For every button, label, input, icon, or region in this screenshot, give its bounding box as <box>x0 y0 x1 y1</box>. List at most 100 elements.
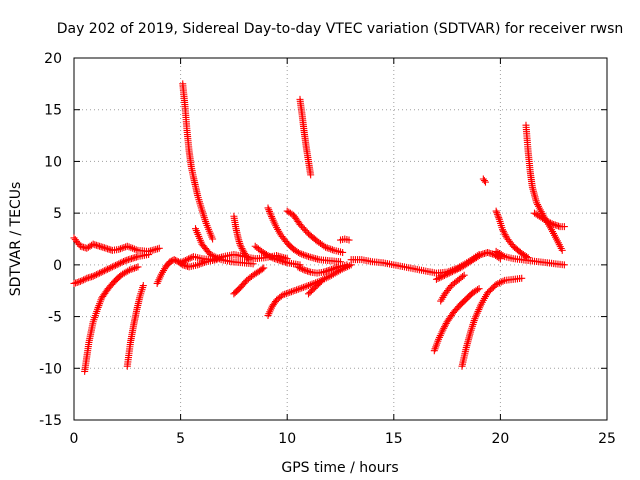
data-point <box>282 290 290 298</box>
data-point <box>178 258 186 266</box>
data-point <box>494 280 502 288</box>
series-arc-28 <box>531 209 568 231</box>
y-tick-label: 20 <box>44 51 62 67</box>
data-point <box>102 266 110 274</box>
data-point <box>107 264 115 272</box>
series-arc-20 <box>430 285 483 355</box>
data-point <box>267 253 275 261</box>
data-point <box>492 207 500 215</box>
x-tick-label: 25 <box>598 431 616 447</box>
data-point <box>452 266 460 274</box>
data-point <box>447 268 455 276</box>
data-point <box>244 254 252 262</box>
y-tick-label: 10 <box>44 154 62 170</box>
data-point <box>118 244 126 252</box>
series-arc-21 <box>458 274 526 370</box>
data-point <box>535 204 543 212</box>
x-axis-ticks: 0 5 10 15 20 25 <box>70 58 616 447</box>
data-point <box>286 288 294 296</box>
data-point <box>131 264 139 272</box>
data-point <box>279 291 287 299</box>
data-point <box>269 254 277 262</box>
data-point <box>236 241 244 249</box>
data-point <box>105 264 113 272</box>
data-point <box>120 257 128 265</box>
data-point <box>245 256 253 264</box>
data-point <box>208 251 216 259</box>
data-point <box>112 261 120 269</box>
series-arc-9 <box>230 212 253 264</box>
data-point <box>326 272 334 280</box>
data-point <box>177 259 185 267</box>
data-point <box>124 267 132 275</box>
data-point <box>291 287 299 295</box>
data-point <box>294 248 302 256</box>
data-point <box>115 260 123 268</box>
data-point <box>453 265 461 273</box>
series-arc-1 <box>70 234 163 255</box>
data-point <box>139 282 147 290</box>
data-point <box>129 265 137 273</box>
data-point <box>328 246 336 254</box>
data-point <box>436 274 444 282</box>
data-point <box>301 283 309 291</box>
series-arc-26 <box>492 247 568 269</box>
y-tick-label: 0 <box>53 258 62 274</box>
data-point <box>281 290 289 298</box>
data-point <box>92 271 100 279</box>
data-point <box>518 274 526 282</box>
series-arc-22 <box>432 248 504 283</box>
data-point <box>195 260 203 268</box>
data-point <box>104 265 112 273</box>
data-point <box>299 283 307 291</box>
data-point <box>303 282 311 290</box>
data-point <box>548 220 556 228</box>
data-point <box>108 263 116 271</box>
data-point <box>145 251 153 259</box>
data-point <box>206 251 214 259</box>
series-arc-4 <box>123 282 147 370</box>
data-point <box>560 223 568 231</box>
data-point <box>322 274 330 282</box>
data-point <box>500 229 508 237</box>
data-point <box>499 226 507 234</box>
data-point <box>475 285 483 293</box>
data-point <box>264 204 272 212</box>
series-arc-24 <box>479 175 489 186</box>
data-point <box>299 265 307 273</box>
data-point <box>130 245 138 253</box>
data-point <box>265 206 273 214</box>
data-point <box>481 178 489 186</box>
series-arc-18 <box>337 235 353 244</box>
data-point <box>316 279 324 287</box>
data-point <box>545 218 553 226</box>
y-tick-label: 15 <box>44 103 62 119</box>
data-point <box>460 271 468 279</box>
data-point <box>185 255 193 263</box>
data-point <box>294 285 302 293</box>
data-point <box>214 254 222 262</box>
series-arc-12 <box>264 204 344 266</box>
data-point <box>432 275 440 283</box>
data-point <box>96 269 104 277</box>
data-point <box>534 202 542 210</box>
data-point <box>455 264 463 272</box>
data-point <box>237 243 245 251</box>
chart-title: Day 202 of 2019, Sidereal Day-to-day VTE… <box>57 21 624 37</box>
data-point <box>129 244 137 252</box>
data-point <box>494 212 502 220</box>
data-point <box>317 277 325 285</box>
data-point <box>303 252 311 260</box>
data-point <box>322 243 330 251</box>
data-point <box>293 286 301 294</box>
data-point <box>194 261 202 269</box>
series-arc-3 <box>81 263 142 375</box>
data-point <box>445 269 453 277</box>
data-point <box>284 289 292 297</box>
data-point <box>100 267 108 275</box>
data-point <box>94 270 102 278</box>
data-point <box>125 243 133 251</box>
data-point <box>78 277 86 285</box>
series-arc-2 <box>70 251 153 287</box>
data-point <box>81 275 89 283</box>
